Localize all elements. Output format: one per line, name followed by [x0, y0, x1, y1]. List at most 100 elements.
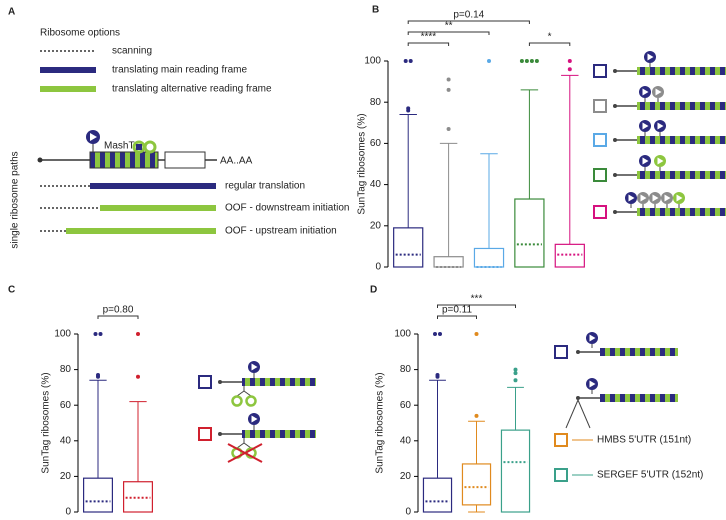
alt-stem [236, 390, 245, 397]
legend-key [593, 205, 607, 219]
construct-tag [637, 136, 726, 144]
y-tick-label: 80 [400, 364, 412, 375]
box [82, 477, 113, 513]
panel-label: A [8, 7, 15, 18]
y-tick-label: 60 [370, 138, 382, 149]
legend-text: scanning [112, 46, 152, 57]
outlier [136, 374, 140, 379]
ribosome-arrow [676, 194, 683, 202]
significance-bracket [437, 315, 477, 319]
alt-stem [243, 390, 252, 397]
alt-stem [236, 442, 245, 449]
ribosome-arrow [589, 380, 596, 388]
legend-key [198, 427, 212, 441]
legend-key [554, 468, 568, 482]
ribosome-arrow [655, 88, 662, 96]
significance-label: **** [421, 32, 437, 43]
ribosome-arrow [657, 122, 664, 130]
outlier [487, 59, 491, 63]
outlier [446, 126, 451, 131]
mashtag-label: MashTag [104, 141, 145, 152]
legend-label: HMBS 5'UTR (151nt) [597, 435, 691, 446]
panel-label: B [372, 5, 379, 16]
outlier [474, 332, 479, 336]
legend-key [593, 168, 607, 182]
ribosome-arrow [642, 157, 649, 165]
ribosome-arrow [642, 122, 649, 130]
orf-box [164, 151, 206, 169]
outlier [433, 332, 437, 336]
outlier [567, 59, 572, 63]
panel-label: C [8, 285, 15, 296]
construct-tag [242, 378, 316, 386]
legend-key [593, 99, 607, 113]
y-tick-label: 60 [60, 400, 72, 411]
y-tick-label: 100 [54, 329, 71, 340]
alt-ribosome-core [136, 144, 142, 150]
legend-text: translating main reading frame [112, 65, 248, 76]
outlier [513, 367, 518, 372]
significance-label: *** [471, 294, 483, 305]
y-tick-label: 80 [370, 97, 382, 108]
mashtag-box [89, 151, 159, 169]
construct-tag [637, 208, 726, 216]
legend-title: Ribosome options [40, 28, 120, 39]
alt-ribosome [143, 140, 157, 154]
y-tick-label: 40 [400, 435, 412, 446]
legend-key [554, 433, 568, 447]
cross [227, 443, 263, 463]
construct-tag [600, 348, 678, 356]
legend-key [554, 345, 568, 359]
significance-label: p=0.80 [103, 305, 134, 316]
box [433, 256, 464, 268]
legend-key [593, 133, 607, 147]
y-tick-label: 40 [370, 179, 382, 190]
outlier [98, 332, 103, 336]
outlier [93, 332, 98, 336]
alt-ribosome [231, 395, 243, 407]
outlier [474, 413, 479, 418]
ribosome-arrow [642, 88, 649, 96]
box [554, 243, 585, 268]
path-label: OOF - upstream initiation [225, 226, 337, 237]
box [461, 463, 492, 506]
ribosome-arrow [640, 194, 647, 202]
branch [577, 399, 591, 429]
construct-tag [242, 430, 316, 438]
branch [565, 399, 579, 429]
y-tick-label: 60 [400, 400, 412, 411]
significance-bracket [407, 20, 530, 24]
significance-label: p=0.11 [442, 305, 473, 316]
panel-label: D [370, 285, 377, 296]
construct-tag [637, 171, 726, 179]
path-label: OOF - downstream initiation [225, 203, 350, 214]
ribosome-arrow [647, 53, 654, 61]
y-tick-label: 80 [60, 364, 72, 375]
outlier [408, 59, 413, 63]
ribosome-arrow [657, 157, 664, 165]
y-axis-label: SunTag ribosomes (%) [357, 113, 368, 214]
significance-bracket [437, 304, 516, 308]
significance-label: p=0.14 [453, 10, 484, 21]
y-tick-label: 100 [394, 329, 411, 340]
ribosome-arrow [90, 133, 97, 141]
outlier [513, 378, 518, 383]
outlier [567, 67, 572, 72]
y-tick-label: 20 [60, 471, 72, 482]
legend-key [593, 64, 607, 78]
outlier [406, 106, 411, 111]
box [393, 227, 424, 268]
y-tick-label: 0 [375, 262, 381, 273]
construct-tag [600, 394, 678, 402]
outlier [136, 332, 140, 336]
paths-label: single ribosome paths [10, 151, 21, 248]
y-tick-label: 0 [405, 507, 411, 518]
ribosome-arrow [664, 194, 671, 202]
ribosome-arrow [628, 194, 635, 202]
significance-bracket [407, 42, 450, 46]
outlier [96, 372, 100, 377]
outlier [534, 59, 539, 63]
box [500, 429, 531, 513]
alt-stem [243, 442, 252, 449]
